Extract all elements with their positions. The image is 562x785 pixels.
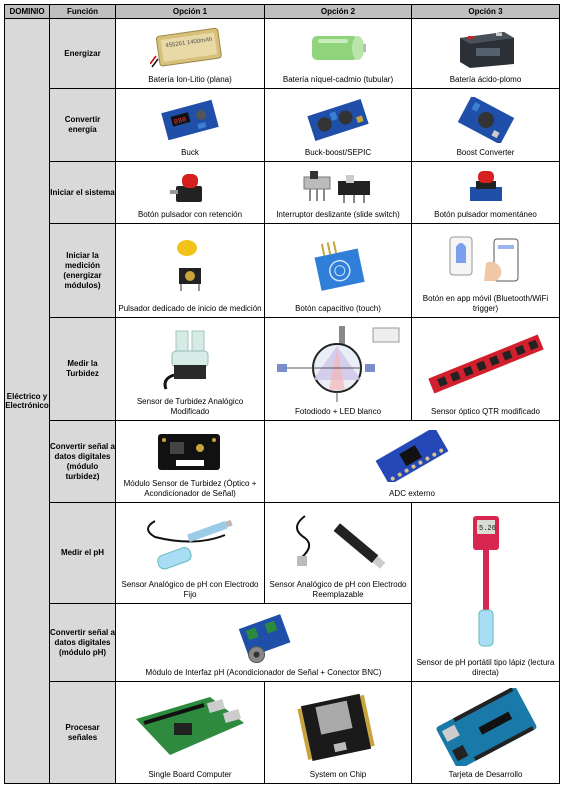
option-ph-replaceable: Sensor Analógico de pH con Electrodo Ree…	[264, 502, 412, 604]
option-li-ion: 455261 1400mAh Batería Ion-Litio (plana)	[115, 18, 265, 89]
func-turbidez: Medir la Turbidez	[49, 317, 116, 421]
option-turbidity-module: Módulo Sensor de Turbidez (Óptico + Acon…	[115, 420, 265, 503]
option-dedicated-button: Pulsador dedicado de inicio de medición	[115, 223, 265, 318]
lead-acid-battery-image	[459, 32, 514, 68]
dominio-cell: Eléctrico y Electrónico	[4, 18, 50, 784]
option-lead-acid: Batería ácido-plomo	[411, 18, 560, 89]
label-dev-board: Tarjeta de Desarrollo	[448, 770, 523, 779]
option-ph-interface: Módulo de Interfaz pH (Acondicionador de…	[115, 603, 412, 682]
label-slide-switch: Interruptor deslizante (slide switch)	[276, 210, 400, 219]
ph-replaceable-electrode-image	[296, 514, 386, 569]
func-conv-ph: Convertir señal a datos digitales (módul…	[49, 603, 116, 682]
label-momentary-button: Botón pulsador momentáneo	[434, 210, 537, 219]
option-app-button: Botón en app móvil (Bluetooth/WiFi trigg…	[411, 223, 560, 318]
latching-button-image	[170, 174, 202, 202]
svg-text:888: 888	[173, 116, 187, 127]
func-conv-turbidez: Convertir señal a datos digitales (módul…	[49, 420, 116, 503]
turbidity-module-image	[158, 434, 220, 470]
label-buck-boost: Buck-boost/SEPIC	[304, 148, 372, 157]
label-app-button: Botón en app móvil (Bluetooth/WiFi trigg…	[422, 294, 549, 313]
option-buck-boost: Buck-boost/SEPIC	[264, 88, 412, 162]
func-ph: Medir el pH	[49, 502, 116, 604]
external-adc-image	[375, 430, 449, 482]
label-lead-acid: Batería ácido-plomo	[449, 75, 522, 84]
option-capacitive-button: Botón capacitivo (touch)	[264, 223, 412, 318]
option-photodiode-led: Fotodiodo + LED blanco	[264, 317, 412, 421]
option-dev-board: Tarjeta de Desarrollo	[411, 681, 560, 784]
label-external-adc: ADC externo	[389, 489, 435, 498]
turbidity-sensor-image	[163, 330, 209, 390]
label-ph-replaceable: Sensor Analógico de pH con Electrodo Ree…	[269, 580, 407, 599]
func-medicion: Iniciar la medición (energizar módulos)	[49, 223, 116, 318]
ph-fixed-electrode-image	[147, 519, 233, 569]
option-latching-button: Botón pulsador con retención	[115, 161, 265, 224]
header-opcion-2: Opción 2	[264, 4, 412, 19]
option-qtr-sensor: Sensor óptico QTR modificado	[411, 317, 560, 421]
label-nicd: Batería níquel-cadmio (tubular)	[282, 75, 394, 84]
option-momentary-button: Botón pulsador momentáneo	[411, 161, 560, 224]
label-photodiode-led: Fotodiodo + LED blanco	[294, 407, 382, 416]
label-boost: Boost Converter	[456, 148, 515, 157]
buck-converter-image: 888	[161, 99, 219, 140]
slide-switch-image	[303, 171, 370, 203]
label-capacitive-button: Botón capacitivo (touch)	[295, 304, 381, 313]
option-turbidity-sensor: Sensor de Turbidez Analógico Modificado	[115, 317, 265, 421]
morphological-table: DOMINIO Función Opción 1 Opción 2 Opción…	[4, 4, 560, 784]
dedicated-button-image	[177, 240, 201, 291]
label-soc: System on Chip	[309, 770, 367, 779]
qtr-sensor-image	[427, 333, 544, 394]
header-opcion-3: Opción 3	[411, 4, 560, 19]
option-slide-switch: Interruptor deslizante (slide switch)	[264, 161, 412, 224]
header-opcion-1: Opción 1	[115, 4, 265, 19]
label-li-ion: Batería Ion-Litio (plana)	[148, 75, 232, 84]
option-boost: Boost Converter	[411, 88, 560, 162]
option-soc: System on Chip	[264, 681, 412, 784]
label-ph-pen: Sensor de pH portátil tipo lápiz (lectur…	[416, 658, 555, 677]
option-external-adc: ADC externo	[264, 420, 560, 503]
func-procesar: Procesar señales	[49, 681, 116, 784]
header-funcion: Función	[49, 4, 116, 19]
system-on-chip-image	[297, 693, 375, 762]
option-ph-fixed: Sensor Analógico de pH con Electrodo Fij…	[115, 502, 265, 604]
li-ion-battery-image: 455261 1400mAh	[150, 27, 222, 68]
label-buck: Buck	[181, 148, 199, 157]
capacitive-button-image	[314, 241, 365, 291]
nicd-battery-image	[312, 36, 366, 60]
label-latching-button: Botón pulsador con retención	[137, 210, 243, 219]
option-nicd: Batería níquel-cadmio (tubular)	[264, 18, 412, 89]
ph-interface-module-image	[238, 614, 290, 663]
label-turbidity-module: Módulo Sensor de Turbidez (Óptico + Acon…	[123, 479, 257, 498]
option-sbc: Single Board Computer	[115, 681, 265, 784]
func-convertir: Convertir energía	[49, 88, 116, 162]
label-ph-fixed: Sensor Analógico de pH con Electrodo Fij…	[121, 580, 259, 599]
mobile-app-image	[449, 236, 518, 282]
header-dominio: DOMINIO	[4, 4, 50, 19]
momentary-button-image	[469, 171, 502, 201]
ph-pen-meter-image: 5.26	[472, 515, 499, 646]
label-dedicated-button: Pulsador dedicado de inicio de medición	[118, 304, 262, 313]
func-iniciar: Iniciar el sistema	[49, 161, 116, 224]
option-ph-pen: 5.26 Sensor de pH portátil tipo lápiz (l…	[411, 502, 560, 682]
buck-boost-image	[307, 98, 369, 141]
boost-converter-image	[457, 96, 514, 143]
development-board-image	[436, 688, 536, 766]
label-ph-interface: Módulo de Interfaz pH (Acondicionador de…	[145, 668, 382, 677]
func-energizar: Energizar	[49, 18, 116, 89]
label-sbc: Single Board Computer	[148, 770, 232, 779]
label-turbidity-sensor: Sensor de Turbidez Analógico Modificado	[136, 397, 244, 416]
option-buck: 888 Buck	[115, 88, 265, 162]
photodiode-diagram-image	[277, 325, 400, 402]
single-board-computer-image	[136, 697, 244, 755]
ph-meter-reading: 5.26	[479, 525, 496, 533]
label-qtr-sensor: Sensor óptico QTR modificado	[431, 407, 540, 416]
